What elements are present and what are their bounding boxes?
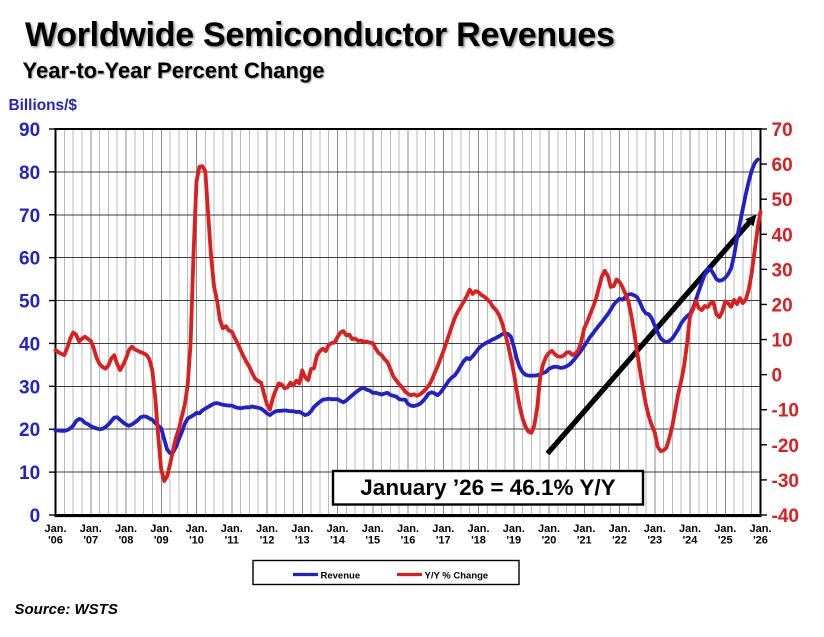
svg-text:Jan.: Jan. [115, 523, 137, 535]
svg-text:80: 80 [19, 163, 40, 184]
svg-text:40: 40 [19, 334, 40, 355]
svg-text:'19: '19 [506, 535, 521, 547]
svg-text:Jan.: Jan. [608, 523, 630, 535]
svg-text:Jan.: Jan. [749, 523, 771, 535]
svg-text:70: 70 [772, 120, 793, 141]
svg-text:Jan.: Jan. [291, 523, 313, 535]
svg-text:'14: '14 [330, 535, 346, 547]
svg-text:50: 50 [772, 190, 793, 211]
svg-text:'22: '22 [612, 535, 627, 547]
svg-text:'26: '26 [753, 535, 768, 547]
svg-text:10: 10 [19, 463, 40, 484]
svg-text:Jan.: Jan. [503, 523, 525, 535]
svg-text:Jan.: Jan. [80, 523, 102, 535]
svg-text:20: 20 [772, 295, 793, 316]
svg-text:-40: -40 [772, 506, 799, 527]
svg-text:'06: '06 [48, 535, 63, 547]
svg-text:Jan.: Jan. [362, 523, 384, 535]
svg-text:Jan.: Jan. [467, 523, 489, 535]
svg-text:Jan.: Jan. [185, 523, 207, 535]
svg-text:30: 30 [772, 260, 793, 281]
svg-text:'09: '09 [154, 535, 169, 547]
svg-text:'18: '18 [471, 535, 486, 547]
svg-text:'24: '24 [683, 535, 699, 547]
svg-text:Y/Y % Change: Y/Y % Change [425, 570, 489, 581]
svg-text:0: 0 [30, 506, 41, 527]
svg-text:'11: '11 [225, 535, 239, 547]
svg-text:'16: '16 [401, 535, 416, 547]
svg-text:'10: '10 [189, 535, 204, 547]
svg-text:30: 30 [19, 377, 40, 398]
svg-text:10: 10 [772, 331, 793, 352]
svg-text:-10: -10 [772, 401, 799, 422]
svg-text:'08: '08 [119, 535, 134, 547]
svg-text:Jan.: Jan. [432, 523, 454, 535]
svg-text:Revenue: Revenue [321, 570, 361, 581]
svg-text:-20: -20 [772, 436, 799, 457]
svg-text:Jan.: Jan. [714, 523, 736, 535]
svg-text:20: 20 [19, 420, 40, 441]
svg-text:Jan.: Jan. [644, 523, 666, 535]
svg-text:Jan.: Jan. [679, 523, 701, 535]
svg-text:'25: '25 [718, 535, 733, 547]
svg-text:January ’26 = 46.1% Y/Y: January ’26 = 46.1% Y/Y [360, 475, 615, 500]
svg-text:Jan.: Jan. [538, 523, 560, 535]
svg-text:Jan.: Jan. [573, 523, 595, 535]
svg-text:Jan.: Jan. [256, 523, 278, 535]
svg-text:Jan.: Jan. [150, 523, 172, 535]
svg-text:0: 0 [772, 366, 783, 387]
svg-text:'20: '20 [542, 535, 557, 547]
svg-text:'21: '21 [577, 535, 592, 547]
svg-text:'23: '23 [647, 535, 662, 547]
svg-text:50: 50 [19, 292, 40, 313]
svg-text:Jan.: Jan. [397, 523, 419, 535]
svg-text:'07: '07 [83, 535, 98, 547]
svg-text:'13: '13 [295, 535, 310, 547]
svg-text:Jan.: Jan. [326, 523, 348, 535]
svg-text:40: 40 [772, 225, 793, 246]
svg-text:Jan.: Jan. [221, 523, 243, 535]
svg-text:90: 90 [19, 120, 40, 141]
svg-text:'15: '15 [365, 535, 380, 547]
svg-text:'17: '17 [436, 535, 451, 547]
svg-text:70: 70 [19, 206, 40, 227]
svg-text:-30: -30 [772, 471, 799, 492]
svg-text:60: 60 [772, 155, 793, 176]
svg-text:60: 60 [19, 249, 40, 270]
svg-text:'12: '12 [260, 535, 275, 547]
svg-text:Jan.: Jan. [44, 523, 66, 535]
